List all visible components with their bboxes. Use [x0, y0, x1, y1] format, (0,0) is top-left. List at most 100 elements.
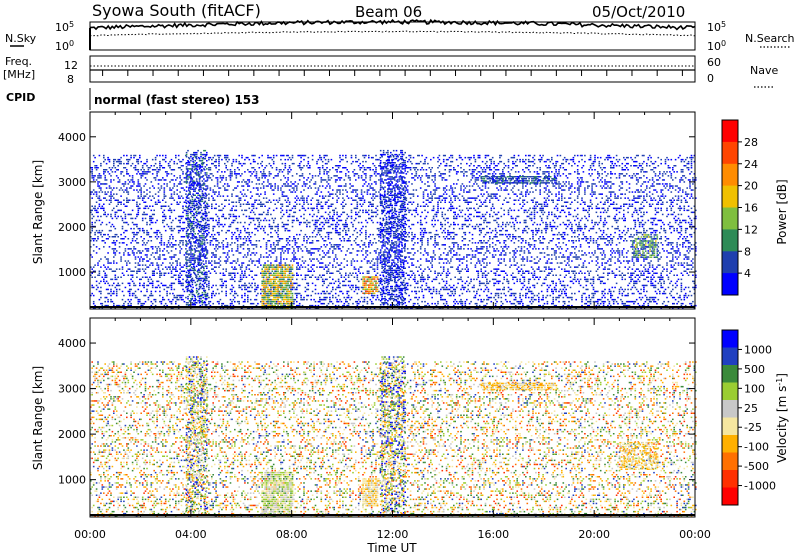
range-gate-cell: [182, 212, 184, 214]
range-gate-cell: [398, 228, 400, 230]
range-gate-cell: [93, 266, 95, 268]
range-gate-cell: [109, 268, 111, 270]
range-gate-cell: [312, 240, 314, 242]
range-gate-cell: [377, 256, 379, 258]
range-gate-cell: [179, 281, 181, 283]
range-gate-cell: [362, 195, 364, 197]
range-gate-cell: [126, 171, 128, 173]
range-gate-cell: [365, 236, 367, 238]
range-gate-cell: [297, 264, 299, 266]
range-gate-cell: [91, 222, 93, 224]
range-gate-cell: [338, 285, 340, 287]
range-gate-cell: [174, 256, 176, 258]
range-gate-cell: [243, 226, 245, 228]
range-gate-cell: [156, 281, 158, 283]
range-gate-cell: [165, 171, 167, 173]
range-gate-cell: [344, 240, 346, 242]
range-gate-cell: [374, 268, 376, 270]
range-gate-cell: [450, 187, 452, 189]
range-gate-cell: [370, 299, 372, 301]
range-gate-cell: [424, 183, 426, 185]
range-gate-cell: [128, 268, 130, 270]
range-gate-cell: [308, 177, 310, 179]
range-gate-cell: [132, 210, 134, 212]
range-gate-cell: [218, 258, 220, 260]
range-gate-cell: [322, 167, 324, 169]
range-gate-cell: [308, 295, 310, 297]
range-gate-cell: [217, 183, 219, 185]
range-gate-cell: [152, 281, 154, 283]
range-gate-cell: [253, 155, 255, 157]
range-gate-cell: [171, 285, 173, 287]
range-gate-cell: [129, 293, 131, 295]
range-gate-cell: [227, 155, 229, 157]
range-gate-cell: [156, 273, 158, 275]
range-gate-cell: [277, 224, 279, 226]
range-gate-cell: [103, 214, 105, 216]
range-gate-cell: [335, 226, 337, 228]
range-gate-cell: [364, 191, 366, 193]
range-gate-cell: [139, 299, 141, 301]
range-gate-cell: [426, 204, 428, 206]
range-gate-cell: [446, 283, 448, 285]
range-gate-cell: [249, 264, 251, 266]
range-gate-cell: [318, 159, 320, 161]
range-gate-cell: [217, 181, 219, 183]
range-gate-cell: [116, 240, 118, 242]
range-gate-cell: [246, 210, 248, 212]
range-gate-cell: [417, 238, 419, 240]
range-gate-cell: [251, 210, 253, 212]
range-gate-cell: [172, 268, 174, 270]
range-gate-cell: [179, 230, 181, 232]
range-gate-cell: [434, 173, 436, 175]
range-gate-cell: [132, 281, 134, 283]
range-gate-cell: [136, 169, 138, 171]
range-gate-cell: [352, 200, 354, 202]
range-gate-cell: [299, 204, 301, 206]
range-gate-cell: [241, 210, 243, 212]
range-gate-cell: [243, 275, 245, 277]
range-gate-cell: [312, 291, 314, 293]
range-gate-cell: [182, 228, 184, 230]
range-gate-cell: [237, 195, 239, 197]
range-gate-cell: [122, 218, 124, 220]
range-gate-cell: [264, 177, 266, 179]
range-gate-cell: [319, 185, 321, 187]
range-gate-cell: [377, 214, 379, 216]
range-gate-cell: [158, 230, 160, 232]
range-gate-cell: [351, 163, 353, 165]
range-gate-cell: [151, 200, 153, 202]
range-gate-cell: [171, 193, 173, 195]
range-gate-cell: [97, 167, 99, 169]
range-gate-cell: [146, 193, 148, 195]
range-gate-cell: [140, 303, 142, 305]
range-gate-cell: [325, 254, 327, 256]
range-gate-cell: [302, 206, 304, 208]
range-gate-cell: [335, 228, 337, 230]
range-gate-cell: [215, 246, 217, 248]
range-gate-cell: [168, 242, 170, 244]
range-gate-cell: [117, 283, 119, 285]
range-gate-cell: [215, 244, 217, 246]
range-gate-cell: [439, 273, 441, 275]
range-gate-cell: [351, 216, 353, 218]
range-gate-cell: [241, 266, 243, 268]
range-gate-cell: [129, 159, 131, 161]
range-gate-cell: [210, 240, 212, 242]
range-gate-cell: [434, 183, 436, 185]
range-gate-cell: [339, 299, 341, 301]
range-gate-cell: [374, 238, 376, 240]
range-gate-cell: [325, 220, 327, 222]
range-gate-cell: [299, 285, 301, 287]
range-gate-cell: [159, 250, 161, 252]
range-gate-cell: [148, 169, 150, 171]
range-gate-cell: [91, 293, 93, 295]
range-gate-cell: [99, 185, 101, 187]
range-gate-cell: [120, 216, 122, 218]
range-gate-cell: [233, 260, 235, 262]
range-gate-cell: [296, 293, 298, 295]
range-gate-cell: [336, 200, 338, 202]
range-gate-cell: [220, 175, 222, 177]
range-gate-cell: [339, 179, 341, 181]
range-gate-cell: [280, 252, 282, 254]
